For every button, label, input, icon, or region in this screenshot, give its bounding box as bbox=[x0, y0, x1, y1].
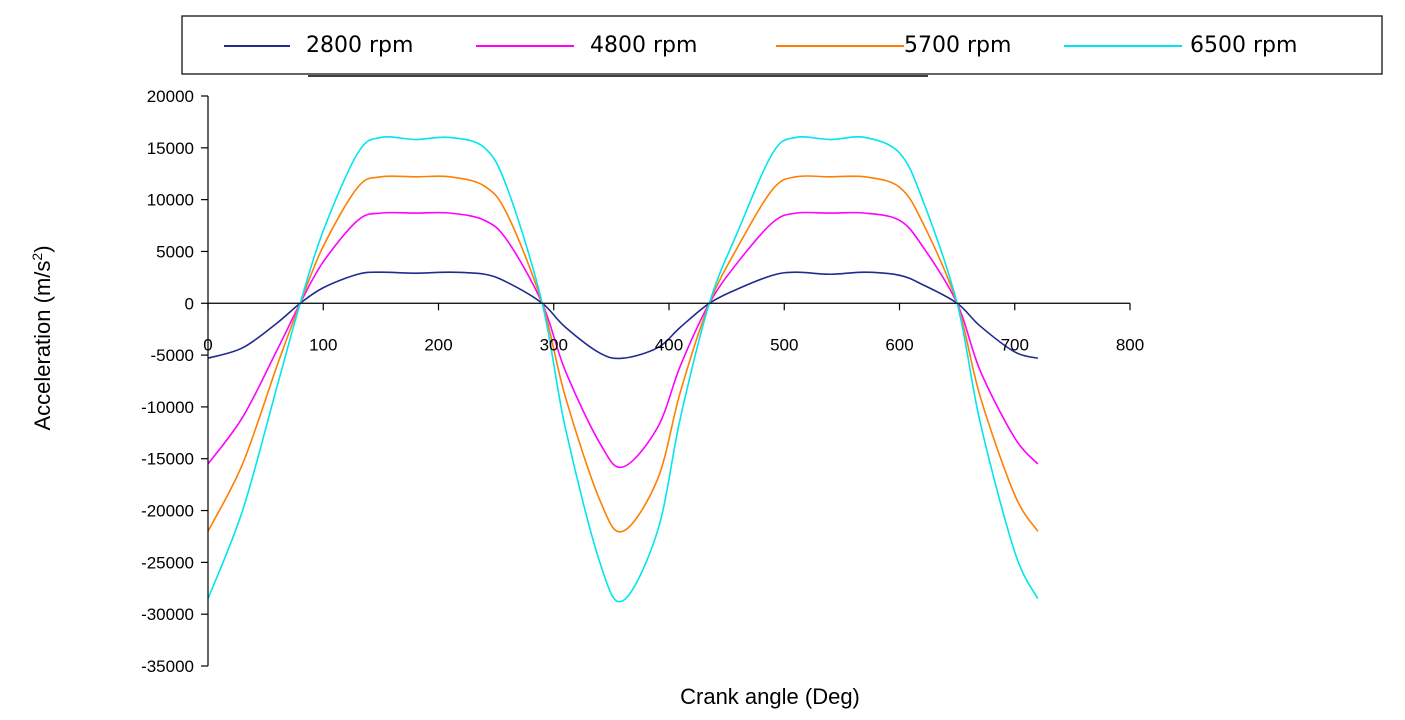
x-tick-label: 600 bbox=[885, 335, 913, 354]
x-tick-label: 800 bbox=[1116, 335, 1144, 354]
series-line-4800-rpm bbox=[207, 211, 1039, 469]
y-tick-label: -5000 bbox=[151, 346, 194, 365]
series-line-5700-rpm bbox=[207, 175, 1039, 533]
y-tick-label: 5000 bbox=[156, 242, 194, 261]
legend-item: 2800 rpm bbox=[224, 33, 413, 58]
legend: 2800 rpm 4800 rpm 5700 rpm 6500 rpm bbox=[181, 15, 1383, 77]
y-tick-label: 10000 bbox=[147, 191, 194, 210]
legend-label: 4800 rpm bbox=[590, 33, 697, 58]
y-axis-title-superscript: 2 bbox=[29, 253, 45, 261]
y-tick-label: -30000 bbox=[141, 605, 194, 624]
y-tick-label: 0 bbox=[185, 294, 194, 313]
series-line-6500-rpm bbox=[207, 136, 1039, 603]
legend-item: 6500 rpm bbox=[1064, 33, 1297, 58]
y-tick-label: -15000 bbox=[141, 450, 194, 469]
y-tick-label: 20000 bbox=[147, 87, 194, 106]
y-ticks: 20000 15000 10000 5000 0 -5000 -10000 -15000 -20… bbox=[141, 87, 208, 676]
y-tick-label: -35000 bbox=[141, 657, 194, 676]
legend-label: 5700 rpm bbox=[904, 33, 1011, 58]
plot-area: 20000150001000050000-5000-10000-15000-20… bbox=[141, 87, 1144, 676]
x-tick-label: 400 bbox=[655, 335, 683, 354]
legend-item: 4800 rpm bbox=[476, 33, 697, 58]
series-layer bbox=[207, 136, 1039, 603]
series-line-2800-rpm bbox=[207, 271, 1039, 360]
x-ticks: 0 100 200 300 400 500 600 700 800 bbox=[203, 303, 1144, 354]
y-tick-label: 15000 bbox=[147, 139, 194, 158]
y-axis-title-main: Acceleration (m/s bbox=[30, 261, 55, 431]
x-tick-label: 200 bbox=[424, 335, 452, 354]
x-tick-label: 0 bbox=[203, 335, 212, 354]
legend-item: 5700 rpm bbox=[776, 33, 1011, 58]
y-tick-label: -10000 bbox=[141, 398, 194, 417]
x-tick-label: 100 bbox=[309, 335, 337, 354]
x-tick-label: 500 bbox=[770, 335, 798, 354]
y-tick-label: -25000 bbox=[141, 553, 194, 572]
y-tick-label: -20000 bbox=[141, 502, 194, 521]
x-axis-title: Crank angle (Deg) bbox=[680, 684, 860, 709]
legend-label: 2800 rpm bbox=[306, 33, 413, 58]
x-tick-label: 300 bbox=[540, 335, 568, 354]
y-axis-title-suffix: ) bbox=[30, 245, 55, 252]
legend-label: 6500 rpm bbox=[1190, 33, 1297, 58]
x-tick-label: 700 bbox=[1001, 335, 1029, 354]
y-axis-title: Acceleration (m/s2) bbox=[29, 245, 55, 430]
